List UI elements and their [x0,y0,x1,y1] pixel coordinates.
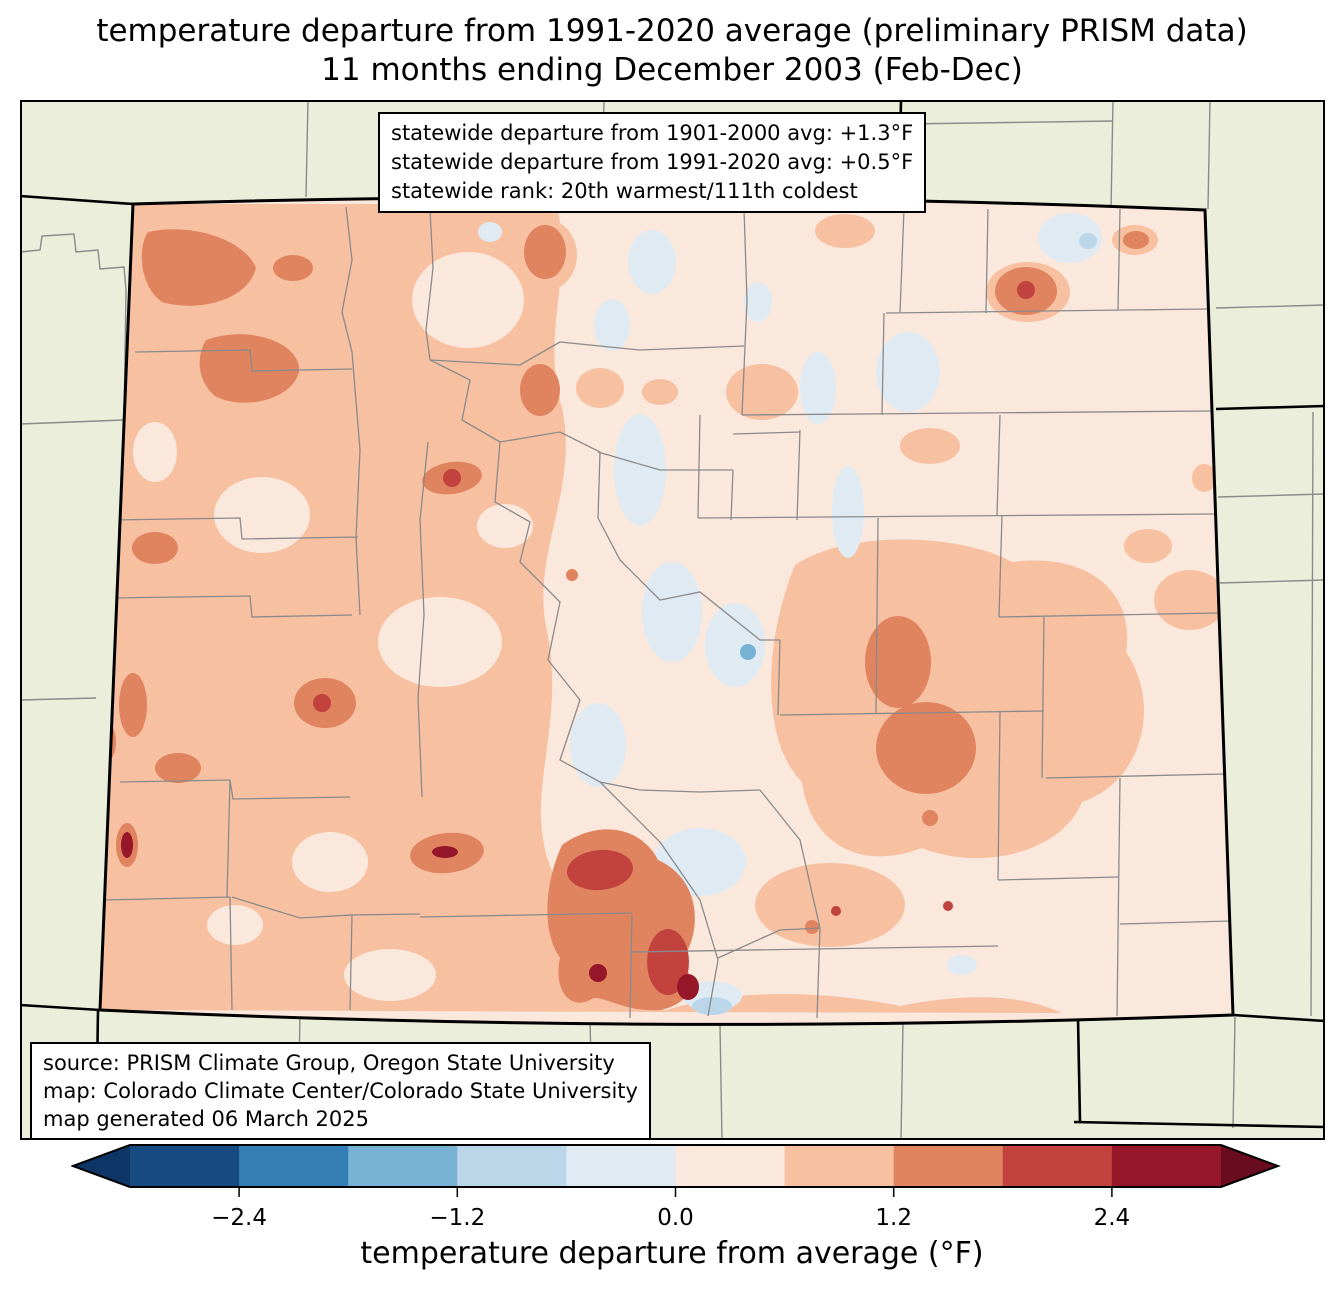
colorbar-segments [130,1145,1222,1187]
contour-level-red [313,281,1035,995]
contour-level-pale-holes [133,252,533,1001]
map-panel [19,99,1326,1141]
stats-line-rank: statewide rank: 20th warmest/111th colde… [391,179,858,203]
colorbar-outline [71,1144,1281,1188]
stats-line-1901-2000: statewide departure from 1901-2000 avg: … [391,121,914,145]
colorbar-tick-labels: −2.4 −1.2 0.0 1.2 2.4 [211,1205,1130,1231]
axes-frame [20,100,1325,1140]
stats-line-1991-2020: statewide departure from 1991-2020 avg: … [391,150,914,174]
contour-level-mid-blue [740,644,756,660]
source-line: source: PRISM Climate Group, Oregon Stat… [43,1051,615,1075]
colorado-county-lines [104,206,1231,1019]
colorbar-axis-label: temperature departure from average (°F) [360,1236,984,1271]
tick-label-2.4: 2.4 [1094,1205,1131,1231]
tick-label-neg1.2: −1.2 [429,1205,485,1231]
figure-title: temperature departure from 1991-2020 ave… [0,12,1344,90]
title-line-1: temperature departure from 1991-2020 ave… [96,13,1248,49]
contour-level-light-blue [692,233,1097,1015]
colorbar-under-arrow [73,1145,130,1187]
tick-label-0.0: 0.0 [657,1205,694,1231]
colorbar: −2.4 −1.2 0.0 1.2 2.4 [71,1144,1281,1231]
contour-level-salmon [100,204,1226,1013]
colorbar-tick-marks [238,1187,1113,1197]
colorado-map [19,99,1326,1141]
source-box: source: PRISM Climate Group, Oregon Stat… [30,1042,651,1140]
title-line-2: 11 months ending December 2003 (Feb-Dec) [321,52,1023,88]
map-credit-line: map: Colorado Climate Center/Colorado St… [43,1079,638,1103]
tick-label-neg2.4: −2.4 [211,1205,267,1231]
contour-level-dark-red [121,832,699,1000]
colorbar-over-arrow [1221,1145,1278,1187]
generated-date-line: map generated 06 March 2025 [43,1107,370,1131]
stats-box: statewide departure from 1901-2000 avg: … [378,112,927,213]
tick-label-1.2: 1.2 [875,1205,912,1231]
